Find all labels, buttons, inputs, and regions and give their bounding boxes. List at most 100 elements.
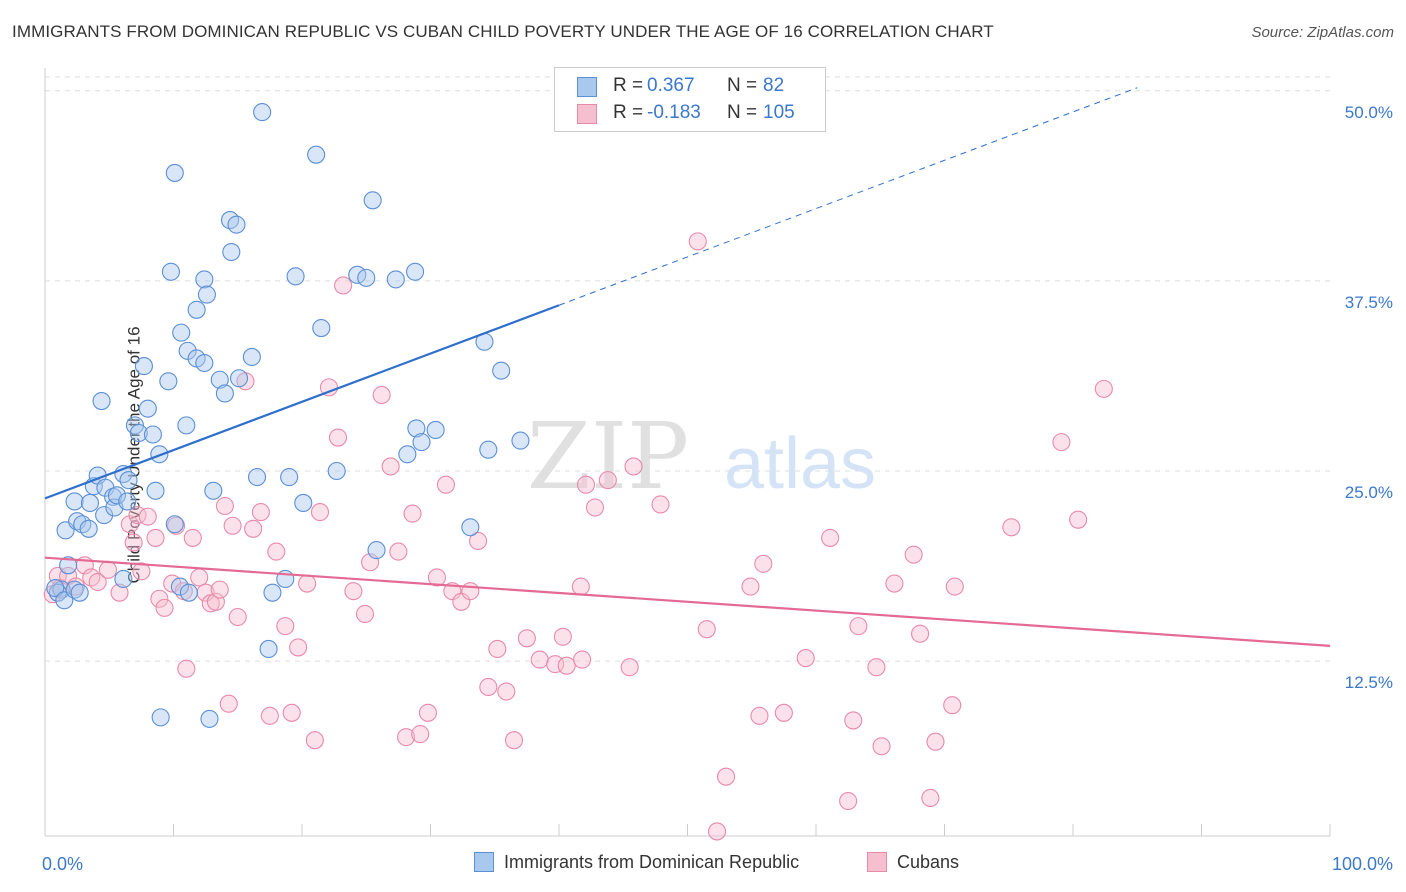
cuban-point bbox=[945, 577, 964, 596]
cuban-point bbox=[98, 560, 118, 579]
cuban-point bbox=[1052, 433, 1071, 452]
dominican-point bbox=[307, 145, 326, 164]
cuban-point bbox=[774, 703, 793, 722]
legend-swatch-blue bbox=[577, 77, 597, 97]
watermark: ZIP atlas bbox=[527, 403, 876, 510]
cuban-point bbox=[110, 583, 129, 602]
cuban-point bbox=[571, 577, 590, 596]
legend-n-label: N = bbox=[727, 102, 758, 123]
cuban-point bbox=[244, 519, 263, 538]
cuban-point bbox=[219, 694, 238, 713]
cuban-point bbox=[504, 731, 524, 750]
dominican-point bbox=[177, 416, 196, 435]
bottom-legend-swatch-pink bbox=[867, 852, 887, 872]
y-tick-label: 12.5% bbox=[1345, 673, 1393, 692]
dominican-point bbox=[479, 440, 498, 459]
cuban-point bbox=[716, 767, 736, 786]
cuban-point bbox=[796, 649, 815, 668]
dominican-point bbox=[286, 267, 305, 286]
dominican-point bbox=[161, 262, 180, 281]
dominican-point bbox=[73, 515, 92, 534]
cuban-point bbox=[468, 531, 488, 551]
dominican-point bbox=[227, 215, 246, 234]
cuban-point bbox=[124, 533, 143, 552]
dominican-point bbox=[195, 270, 214, 289]
cuban-point bbox=[282, 703, 301, 722]
cuban-point bbox=[1094, 379, 1113, 398]
dominican-point bbox=[134, 357, 153, 376]
cuban-point bbox=[479, 677, 498, 697]
tick-labels: 12.5% 25.0% 37.5% 50.0% 0.0% 100.0% bbox=[42, 103, 1393, 874]
cuban-point bbox=[355, 604, 375, 624]
y-tick-label: 37.5% bbox=[1345, 293, 1393, 312]
cuban-point bbox=[911, 624, 930, 643]
cuban-point bbox=[138, 507, 157, 526]
cuban-point bbox=[697, 620, 716, 639]
dominican-point bbox=[79, 519, 98, 538]
cuban-point bbox=[344, 582, 363, 601]
legend-n-label: N = bbox=[727, 75, 758, 96]
cubans-points bbox=[43, 232, 1113, 841]
cuban-point bbox=[418, 703, 437, 722]
dominican-point bbox=[247, 468, 267, 487]
dominican-point bbox=[511, 431, 530, 450]
trend-lines bbox=[44, 87, 1331, 647]
cuban-point bbox=[146, 528, 165, 547]
cuban-point bbox=[328, 428, 348, 447]
cuban-point bbox=[251, 503, 270, 522]
cuban-point bbox=[228, 607, 247, 627]
cuban-point bbox=[427, 568, 446, 587]
dominican-point bbox=[242, 347, 261, 367]
dominican-point bbox=[107, 486, 127, 505]
cuban-point bbox=[1069, 510, 1088, 529]
cuban-point bbox=[276, 617, 295, 636]
dominican-point bbox=[118, 492, 137, 511]
cuban-point bbox=[215, 496, 234, 516]
cuban-point bbox=[488, 639, 507, 658]
dominican-point bbox=[65, 492, 84, 511]
cuban-point bbox=[688, 232, 707, 251]
dominican-point bbox=[95, 506, 114, 525]
cuban-point bbox=[403, 504, 422, 523]
cuban-point bbox=[150, 589, 169, 608]
cuban-point bbox=[576, 475, 596, 494]
source-label: Source: ZipAtlas.com bbox=[1251, 24, 1394, 41]
dominican-point bbox=[65, 580, 84, 599]
cuban-point bbox=[298, 574, 317, 593]
dominican-point bbox=[222, 242, 241, 262]
cuban-point bbox=[411, 725, 430, 744]
cuban-point bbox=[260, 706, 279, 725]
bottom-legend-label: Immigrants from Dominican Republic bbox=[504, 852, 800, 872]
dominican-point bbox=[312, 319, 331, 338]
dominican-point bbox=[253, 103, 272, 122]
dominican-point bbox=[114, 569, 133, 589]
legend-r-value: -0.183 bbox=[647, 102, 701, 123]
cuban-point bbox=[844, 711, 863, 730]
cuban-point bbox=[497, 682, 516, 701]
cuban-point bbox=[573, 650, 592, 669]
dominican-point bbox=[151, 708, 170, 727]
cuban-point bbox=[651, 495, 670, 514]
cuban-point bbox=[557, 656, 576, 675]
dominican-point bbox=[259, 639, 278, 658]
dominican-point bbox=[280, 468, 299, 487]
cuban-point bbox=[530, 650, 549, 669]
cuban-point bbox=[708, 822, 727, 841]
legend: R = 0.367 N = 82 R = -0.183 N = 105 bbox=[554, 67, 826, 132]
cuban-point bbox=[397, 728, 416, 747]
cuban-point bbox=[190, 568, 209, 587]
dominican-point bbox=[143, 425, 162, 444]
legend-r-label: R = bbox=[613, 102, 644, 123]
dominican-point bbox=[138, 399, 157, 418]
cuban-point bbox=[82, 568, 101, 587]
dominican-point bbox=[172, 323, 191, 342]
dominican-point bbox=[159, 372, 178, 391]
axes bbox=[44, 68, 1331, 837]
dominican-point bbox=[461, 518, 480, 537]
dominican-point bbox=[263, 583, 282, 602]
cuban-point bbox=[553, 627, 572, 646]
cuban-point bbox=[620, 658, 639, 677]
cuban-point bbox=[310, 503, 330, 522]
bottom-legend-cubans: Cubans bbox=[867, 852, 959, 873]
